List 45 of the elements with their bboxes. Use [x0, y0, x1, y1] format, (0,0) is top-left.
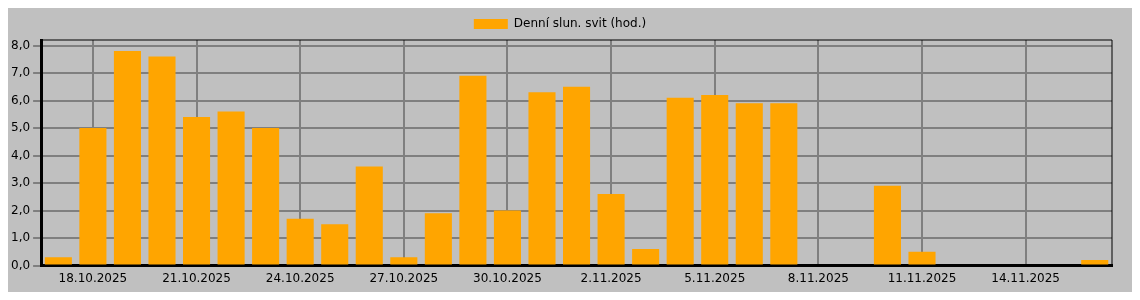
bar — [563, 86, 591, 265]
bar — [148, 56, 176, 265]
x-tick-label: 2.11.2025 — [580, 270, 642, 285]
y-tick-label: 3,0 — [10, 175, 31, 190]
bar — [390, 257, 418, 265]
x-tick-label: 14.11.2025 — [991, 270, 1060, 285]
bar — [286, 218, 314, 265]
bar — [252, 128, 280, 265]
bar — [183, 117, 211, 265]
x-tick-label: 18.10.2025 — [58, 270, 128, 285]
bar — [493, 210, 521, 265]
bar — [424, 213, 452, 265]
y-tick-label: 6,0 — [10, 92, 31, 107]
x-tick-label: 8.11.2025 — [787, 270, 849, 285]
bar — [1081, 260, 1109, 265]
y-tick-label: 2,0 — [10, 202, 31, 217]
bar — [44, 257, 72, 265]
y-tick-label: 4,0 — [10, 147, 31, 162]
bar — [528, 92, 556, 265]
bar — [321, 224, 349, 265]
legend-label: Denní slun. svit (hod.) — [513, 16, 647, 31]
bar — [873, 185, 901, 265]
bar — [701, 95, 729, 265]
bar — [770, 103, 798, 265]
bar — [597, 194, 625, 265]
x-tick-label: 30.10.2025 — [473, 270, 542, 285]
y-tick-label: 1,0 — [10, 230, 31, 245]
bar — [459, 75, 487, 265]
bar — [666, 97, 694, 265]
x-tick-label: 27.10.2025 — [369, 270, 439, 285]
bar — [217, 111, 245, 265]
bar — [79, 128, 107, 265]
y-tick-label: 8,0 — [10, 37, 31, 52]
bar — [908, 251, 936, 265]
bar — [632, 249, 660, 265]
x-tick-label: 24.10.2025 — [265, 270, 335, 285]
x-tick-label: 11.11.2025 — [887, 270, 957, 285]
bar — [355, 166, 383, 265]
x-tick-label: 5.11.2025 — [684, 270, 746, 285]
bar — [113, 51, 141, 265]
x-tick-label: 21.10.2025 — [162, 270, 231, 285]
y-tick-label: 0,0 — [10, 257, 31, 272]
bar — [735, 103, 763, 265]
y-tick-label: 7,0 — [10, 65, 31, 80]
y-tick-label: 5,0 — [10, 120, 31, 135]
